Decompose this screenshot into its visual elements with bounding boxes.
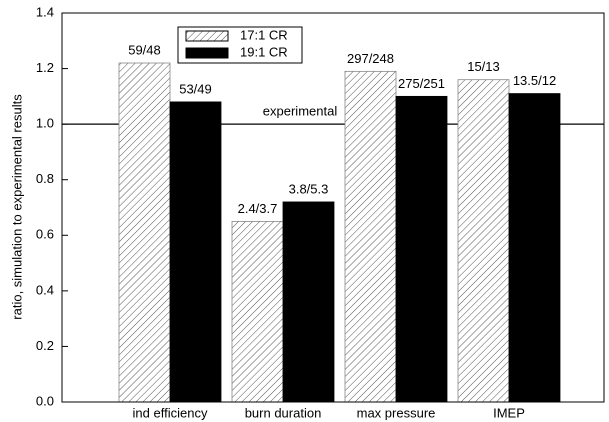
y-tick-label: 0.2 [36, 338, 54, 353]
value-label: 13.5/12 [513, 73, 556, 88]
legend-label: 17:1 CR [240, 27, 288, 42]
value-label: 297/248 [347, 51, 394, 66]
value-label: 3.8/5.3 [289, 181, 329, 196]
bar [282, 201, 335, 403]
y-tick-label: 1.2 [36, 60, 54, 75]
legend-label: 19:1 CR [240, 44, 288, 59]
y-tick-label: 1.4 [36, 4, 54, 19]
bar [231, 220, 284, 403]
legend-swatch [185, 30, 229, 42]
y-tick-label: 0.4 [36, 282, 54, 297]
bar [118, 62, 171, 403]
y-tick-label: 1.0 [36, 116, 54, 131]
x-tick-label: IMEP [493, 405, 525, 420]
x-tick-label: max pressure [357, 405, 436, 420]
value-label: 59/48 [128, 42, 161, 57]
value-label: 275/251 [398, 76, 445, 91]
bar [169, 101, 222, 403]
bar [457, 79, 510, 403]
x-tick-label: bar [387, 419, 406, 422]
x-tick-label: CAD [269, 419, 296, 422]
legend-swatch [185, 47, 229, 59]
bar [508, 93, 561, 403]
y-axis-label: ratio, simulation to experimental result… [9, 94, 24, 320]
bar [395, 95, 448, 403]
y-tick-label: 0.8 [36, 171, 54, 186]
plot-frame [61, 12, 605, 403]
x-tick-label: ind efficiency [133, 405, 208, 420]
value-label: 2.4/3.7 [238, 201, 278, 216]
y-tick-label: 0.0 [36, 393, 54, 408]
reference-label: experimental [263, 104, 338, 119]
x-tick-label: bar [500, 419, 519, 422]
bar [344, 70, 397, 403]
value-label: 53/49 [179, 81, 212, 96]
value-label: 15/13 [467, 59, 500, 74]
y-tick-label: 0.6 [36, 227, 54, 242]
x-tick-label: burn duration [245, 405, 322, 420]
